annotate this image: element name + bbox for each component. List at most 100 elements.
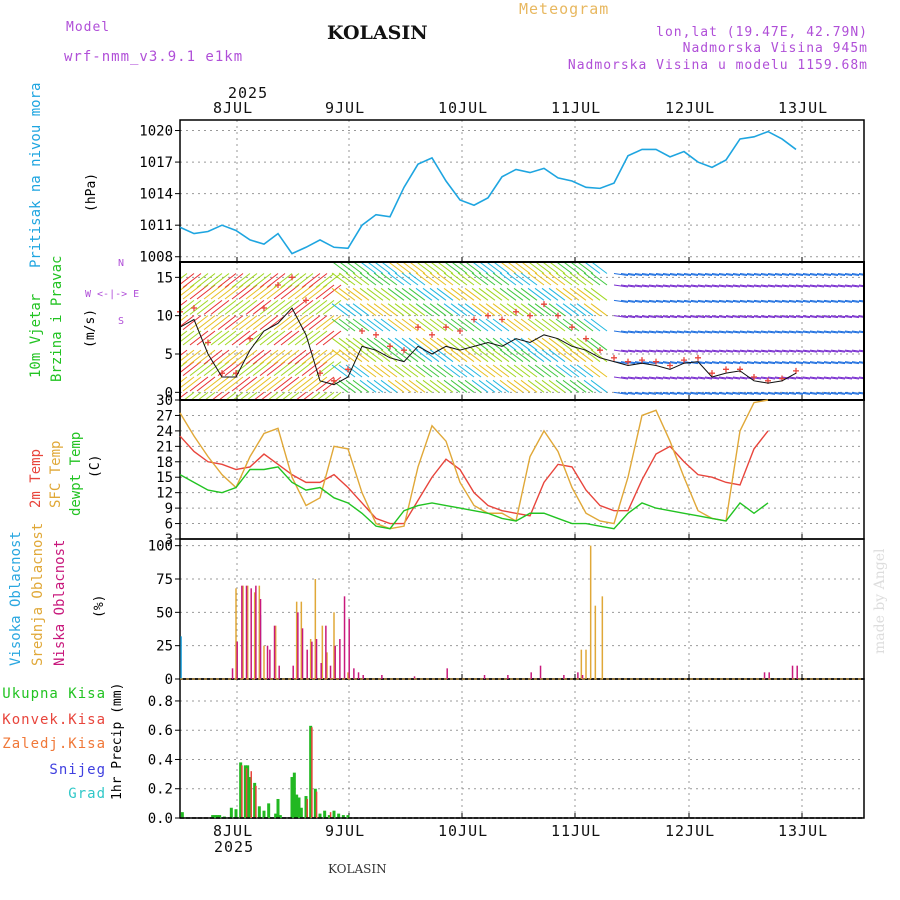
wind-barb [753,299,769,303]
wind-barb [753,391,769,395]
wind-barb [308,376,328,392]
wind-barb [676,315,692,319]
wind-barb [415,303,433,317]
wind-barb [634,376,650,380]
wind-barb [830,376,846,380]
wind-barb [338,349,356,363]
wind-gust-marker [681,357,687,364]
wind-barb [697,361,713,365]
wind-barb [527,337,545,351]
wind-barb [471,272,489,286]
wind-barb [180,361,181,363]
wind-barb [429,303,447,317]
wind-barb [436,287,454,301]
wind-barb [394,262,412,274]
wind-barb [180,299,188,307]
wind-barb [203,376,223,392]
wind-barb [697,391,713,395]
wind-barb [359,364,377,378]
wind-barb [252,299,272,315]
wind-barb [809,376,825,380]
wind-barb [380,379,398,393]
wind-barb [485,364,503,378]
temp-2m-line [179,430,769,525]
wind-barb [823,284,839,288]
wind-barb [541,318,559,332]
wind-barb [359,318,377,332]
wind-barb [576,262,594,274]
wind-barb [590,272,608,286]
wind-barb [345,262,363,274]
wind-barb [880,300,894,302]
wind-barb [569,262,587,274]
wind-barb [534,349,552,363]
wind-barb [210,299,230,315]
wind-barb [387,262,405,274]
wind-barb [690,284,706,288]
precip-total-bar [292,772,296,818]
wind-barb [534,379,552,393]
y-tick-label: 50 [156,605,173,621]
wind-barb [294,330,314,346]
wind-barb [401,364,419,378]
wind-barb [590,262,608,274]
wind-barb [711,349,727,353]
wind-barb [583,318,601,332]
wind-barb [541,364,559,378]
wind-barb [499,318,517,332]
wind-barb [499,337,517,351]
wind-barb [182,299,202,315]
day-label-top: 8JUL [213,99,254,117]
wind-barb [548,337,566,351]
precip-total-bar [276,798,280,818]
wind-barb [331,349,349,363]
wind-gust-marker [793,367,799,374]
wind-barb [273,349,293,365]
wind-barb [266,273,286,288]
wind-barb [492,337,510,351]
wind-barb [373,287,391,301]
wind-barb [450,364,468,378]
wind-barb [238,273,258,288]
wind-barb [774,273,790,276]
wind-barb [655,391,671,395]
wind-barb [478,318,496,332]
wind-barb [527,287,545,301]
wind-barb [443,379,461,393]
y-tick-label: 15 [156,270,173,286]
wind-barb [576,272,594,286]
wind-compass: N W <-|-> E S [82,258,160,328]
wind-barb [704,361,720,365]
wind-barb [443,318,461,332]
wind-barb [753,284,769,288]
precip-total-bar [299,807,303,818]
wind-barb [415,262,433,274]
wind-gust-marker [429,331,435,338]
day-label-top: 12JUL [665,99,716,117]
precip-conv-bar [245,768,248,818]
wind-barb [534,337,552,351]
wind-barb [345,272,363,286]
wind-barb [718,361,734,365]
wind-gust-marker [373,331,379,338]
precip-conv-bar [306,798,308,818]
wind-barb [322,284,342,300]
wind-barb [627,284,643,288]
wind-barb [590,318,608,332]
meteogram-title: Meteogram [519,0,610,18]
wind-barb [641,299,657,303]
wind-barb [210,330,230,346]
wind-barb [816,349,832,353]
precip-total-bar [327,815,331,818]
wind-barb [513,262,531,274]
wind-barb [690,299,706,303]
wind-barb [273,376,293,392]
y-tick-label: 12 [156,486,173,502]
wind-gust-marker [191,305,197,311]
precip-total-bar [229,807,233,818]
wind-barb [641,376,657,380]
wind-barb [711,284,727,288]
pressure-line [179,130,797,255]
wind-barb [478,337,496,351]
legend-conv: Konvek.Kisa [2,712,106,728]
